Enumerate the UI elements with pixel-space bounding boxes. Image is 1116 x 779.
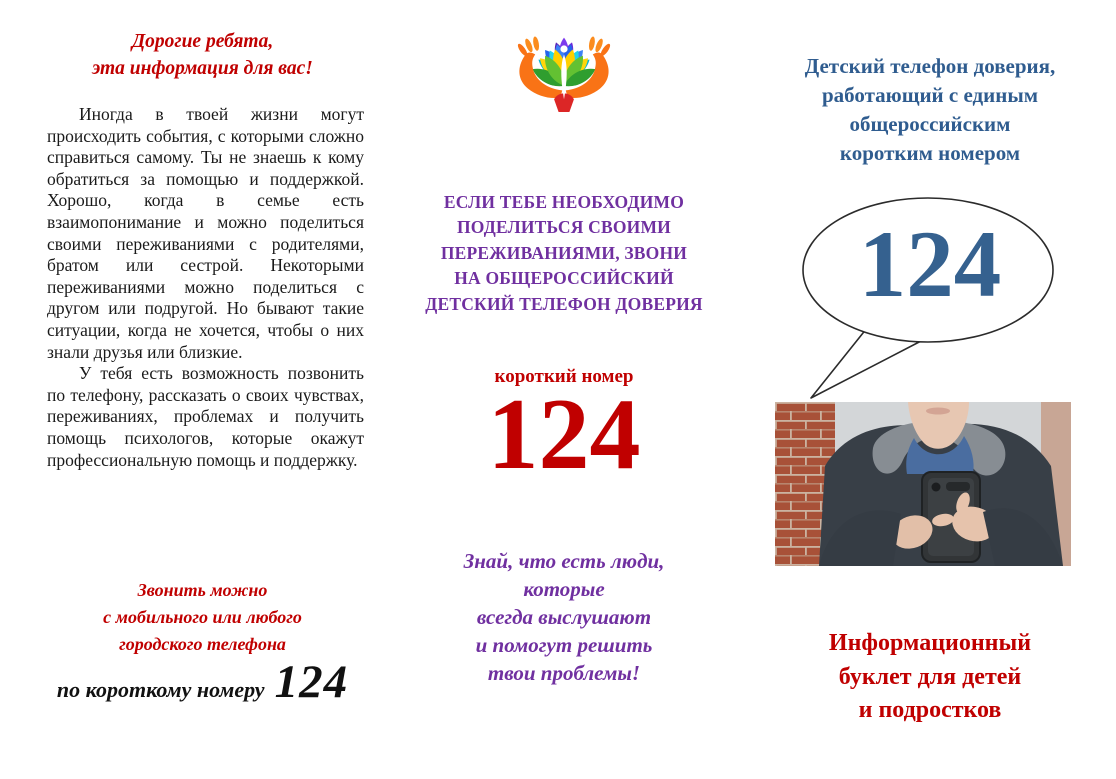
left-hand-shape [517,36,563,99]
teenager-with-smartphone-photo [775,402,1071,566]
call-note: Звонить можно с мобильного или любого го… [103,580,302,654]
right-heading: Детский телефон доверия, работающий с ед… [804,54,1056,165]
lips [926,407,950,415]
left-title: Дорогие ребята, эта информация для вас! [92,31,313,80]
fingers [932,513,954,527]
short-number-value: 124 [274,656,349,708]
right-hand-shape [565,36,611,99]
thumb [956,492,970,514]
short-number-label: по короткому номеру [56,677,265,702]
speech-bubble-number: 124 [858,211,1002,317]
left-sleeve [819,510,901,566]
paragraph: Иногда в твоей жизни могут происходить с… [47,104,364,362]
logo-container [398,22,730,112]
t-shirt [906,436,974,474]
center-footer-note: Знай, что есть люди, которые всегда высл… [463,549,665,685]
chin [908,402,969,449]
speech-bubble [802,197,1054,399]
paragraph: У тебя есть возможность позвонить по тел… [47,363,364,470]
left-body-text: Иногда в твоей жизни могут происходить с… [47,104,364,471]
right-footer: Информационный буклет для детей и подрос… [828,630,1032,724]
center-heading: ЕСЛИ ТЕБЕ НЕОБХОДИМО ПОДЕЛИТЬСЯ СВОИМИ П… [425,192,703,314]
center-short-number: 124 [487,378,641,491]
rainbow-hands-logo-icon [517,36,611,112]
left-hand [891,515,933,549]
right-sleeve [983,508,1063,566]
center-short-number-label: короткий номер [494,366,634,387]
short-number-line: по короткому номеру 124 [40,655,365,709]
